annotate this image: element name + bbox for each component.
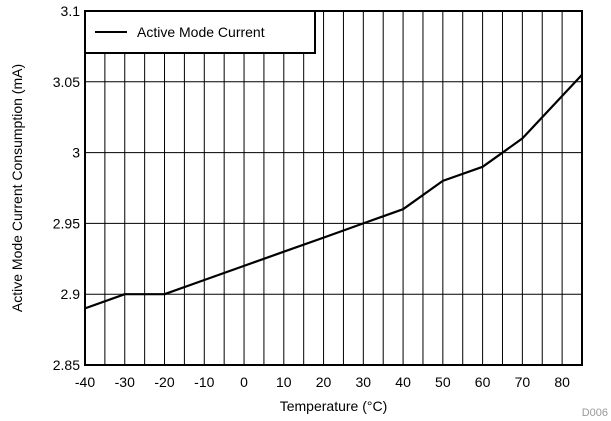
x-tick-labels: -40 -30 -20 -10 0 10 20 30 40 50 60 70 80 [75,374,570,390]
x-tick-label: -30 [115,374,135,390]
y-tick-label: 2.85 [53,357,80,373]
x-tick-label: 40 [395,374,411,390]
x-tick-label: 80 [554,374,570,390]
figure-id: D006 [582,407,608,419]
plot-frame [84,10,583,366]
x-tick-label: -10 [194,374,214,390]
y-tick-label: 2.95 [53,215,80,231]
legend-label: Active Mode Current [137,24,265,40]
x-axis-title: Temperature (°C) [280,398,388,414]
x-tick-label: 70 [515,374,531,390]
x-tick-label: 60 [475,374,491,390]
series-lines [84,73,583,310]
x-tick-label: 20 [316,374,332,390]
x-tick-label: -40 [75,374,95,390]
x-tick-label: 50 [435,374,451,390]
y-tick-labels: 2.85 2.9 2.95 3 3.05 3.1 [53,3,80,373]
grid-lines [85,11,582,365]
x-tick-label: 30 [356,374,372,390]
series-line [84,73,583,310]
x-tick-label: 10 [276,374,292,390]
y-axis-title: Active Mode Current Consumption (mA) [9,64,25,312]
y-tick-label: 2.9 [61,286,81,302]
x-tick-label: -20 [154,374,174,390]
x-tick-label: 0 [240,374,248,390]
y-tick-label: 3 [72,145,80,161]
y-tick-label: 3.05 [53,74,80,90]
legend: Active Mode Current [84,10,316,54]
y-tick-label: 3.1 [61,3,81,19]
